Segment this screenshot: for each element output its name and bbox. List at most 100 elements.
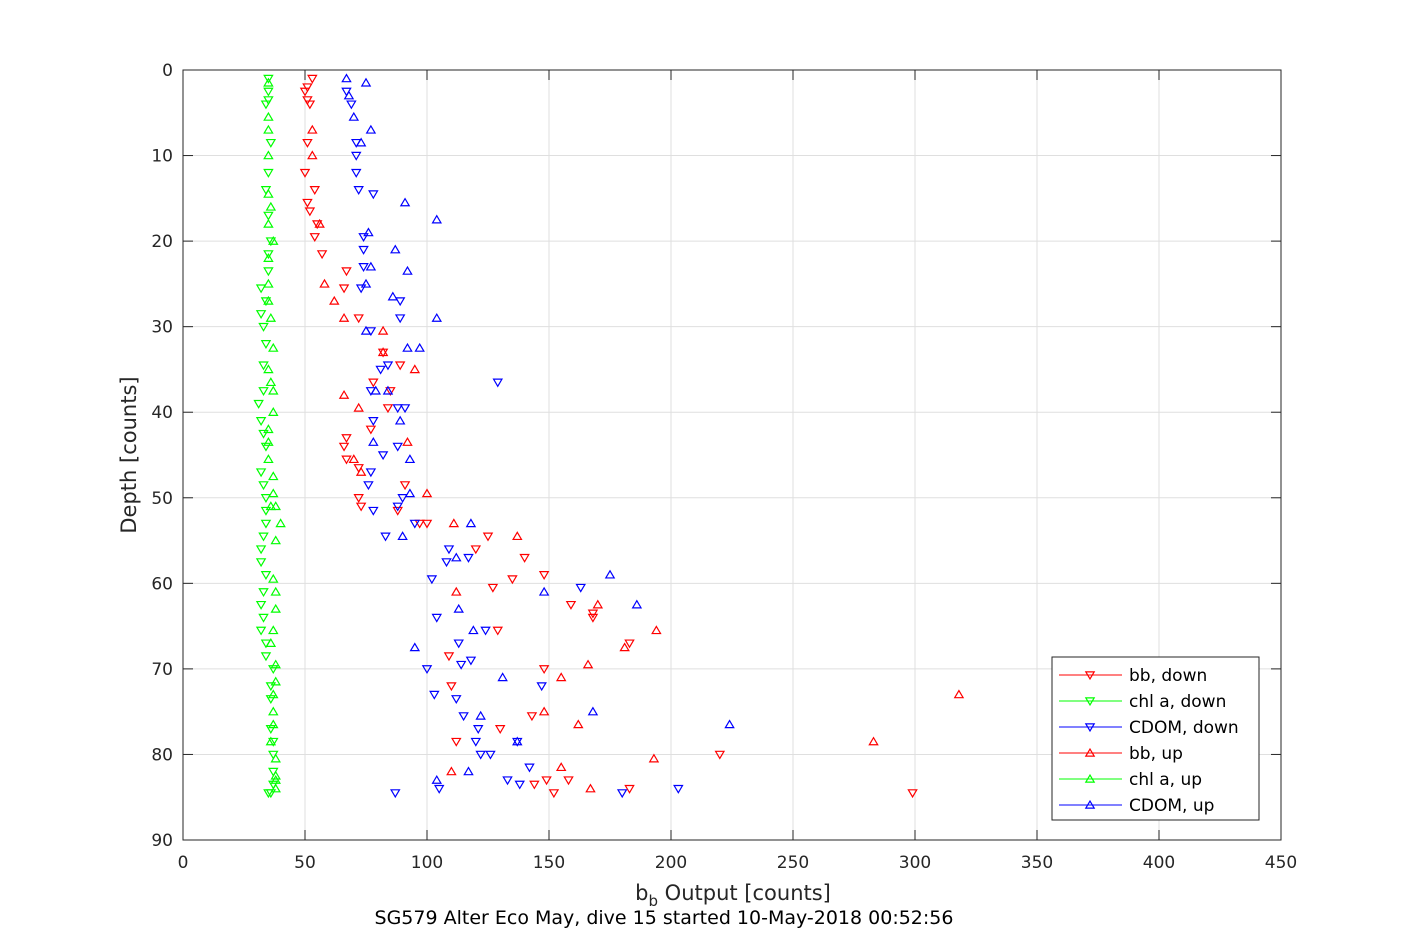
- data-point: [268, 625, 279, 635]
- y-tick-label: 0: [162, 61, 173, 81]
- data-point: [402, 342, 413, 352]
- data-point: [263, 150, 274, 160]
- data-point: [565, 600, 577, 610]
- data-point: [907, 789, 918, 799]
- legend-marker: [1084, 697, 1096, 707]
- data-point: [299, 87, 311, 97]
- data-point: [485, 750, 496, 760]
- data-point: [582, 659, 594, 669]
- data-point: [492, 626, 504, 636]
- data-point: [263, 77, 274, 87]
- y-tick-label: 60: [151, 574, 173, 594]
- data-point: [673, 784, 684, 794]
- data-point: [538, 665, 550, 675]
- x-axis-label-subscript: b: [648, 892, 658, 910]
- data-point: [358, 263, 369, 272]
- legend: bb, down chl a, down CDOM, down bb, up chl a…: [1051, 656, 1260, 821]
- data-point: [329, 295, 340, 305]
- data-point: [394, 361, 406, 371]
- data-point: [587, 609, 599, 619]
- data-point: [265, 201, 277, 211]
- data-point: [348, 454, 360, 464]
- data-point: [255, 626, 267, 636]
- data-point: [604, 569, 616, 579]
- data-point: [350, 151, 362, 161]
- data-point: [270, 770, 281, 780]
- data-point: [270, 586, 281, 596]
- data-point: [409, 364, 421, 374]
- data-point: [446, 766, 457, 776]
- data-point: [463, 766, 474, 776]
- data-point: [404, 488, 416, 498]
- data-point: [526, 712, 538, 722]
- data-point: [502, 776, 513, 786]
- legend-marker: [1084, 747, 1096, 757]
- data-point: [370, 385, 382, 395]
- data-point: [475, 710, 486, 720]
- data-point: [392, 404, 403, 414]
- data-point: [311, 220, 323, 230]
- data-point: [387, 291, 399, 301]
- data-point: [268, 385, 279, 395]
- data-point: [587, 706, 599, 716]
- data-point: [519, 553, 530, 563]
- data-point: [263, 436, 274, 446]
- data-point: [270, 535, 281, 545]
- data-point: [414, 342, 425, 352]
- data-point: [263, 454, 274, 464]
- x-tick-label: 150: [533, 853, 565, 873]
- legend-entry: CDOM, up: [1129, 796, 1214, 816]
- data-point: [358, 245, 369, 255]
- series-0: [299, 74, 918, 799]
- data-point: [268, 488, 279, 498]
- data-point: [365, 425, 377, 435]
- data-point: [555, 762, 567, 772]
- data-point: [343, 90, 355, 100]
- data-point: [475, 750, 486, 760]
- data-point: [258, 322, 269, 332]
- data-point: [433, 784, 445, 794]
- data-point: [404, 454, 416, 464]
- legend-entry: chl a, up: [1129, 770, 1202, 790]
- data-point: [268, 471, 279, 481]
- data-point: [360, 77, 372, 87]
- data-point: [409, 519, 421, 529]
- data-point: [314, 218, 325, 228]
- data-point: [724, 719, 735, 729]
- y-tick-label: 70: [151, 660, 173, 680]
- data-point: [365, 261, 377, 271]
- data-point: [255, 417, 267, 426]
- data-point: [507, 575, 518, 585]
- data-point: [368, 436, 379, 446]
- data-point: [375, 365, 386, 375]
- data-point: [255, 468, 267, 478]
- data-point: [563, 776, 574, 786]
- data-point: [380, 532, 391, 542]
- data-point: [651, 625, 662, 635]
- data-point: [441, 558, 452, 568]
- data-point: [368, 190, 379, 200]
- y-tick-label: 20: [151, 232, 173, 252]
- data-point: [368, 378, 379, 388]
- data-point: [451, 552, 462, 562]
- data-point: [587, 613, 599, 623]
- data-point: [397, 531, 408, 541]
- data-point: [258, 532, 269, 542]
- data-point: [538, 586, 550, 596]
- data-point: [263, 96, 274, 106]
- series-3: [307, 124, 965, 793]
- data-point: [270, 501, 281, 511]
- data-point: [270, 753, 281, 763]
- data-point: [307, 150, 318, 160]
- data-point: [265, 736, 277, 746]
- legend-entry: chl a, down: [1129, 692, 1226, 712]
- data-point: [368, 506, 379, 516]
- legend-entry: CDOM, down: [1129, 718, 1239, 738]
- x-tick-label: 50: [294, 853, 316, 873]
- data-point: [453, 639, 464, 649]
- data-point: [429, 690, 440, 700]
- data-point: [268, 706, 279, 716]
- data-point: [512, 531, 523, 541]
- data-point: [275, 518, 286, 528]
